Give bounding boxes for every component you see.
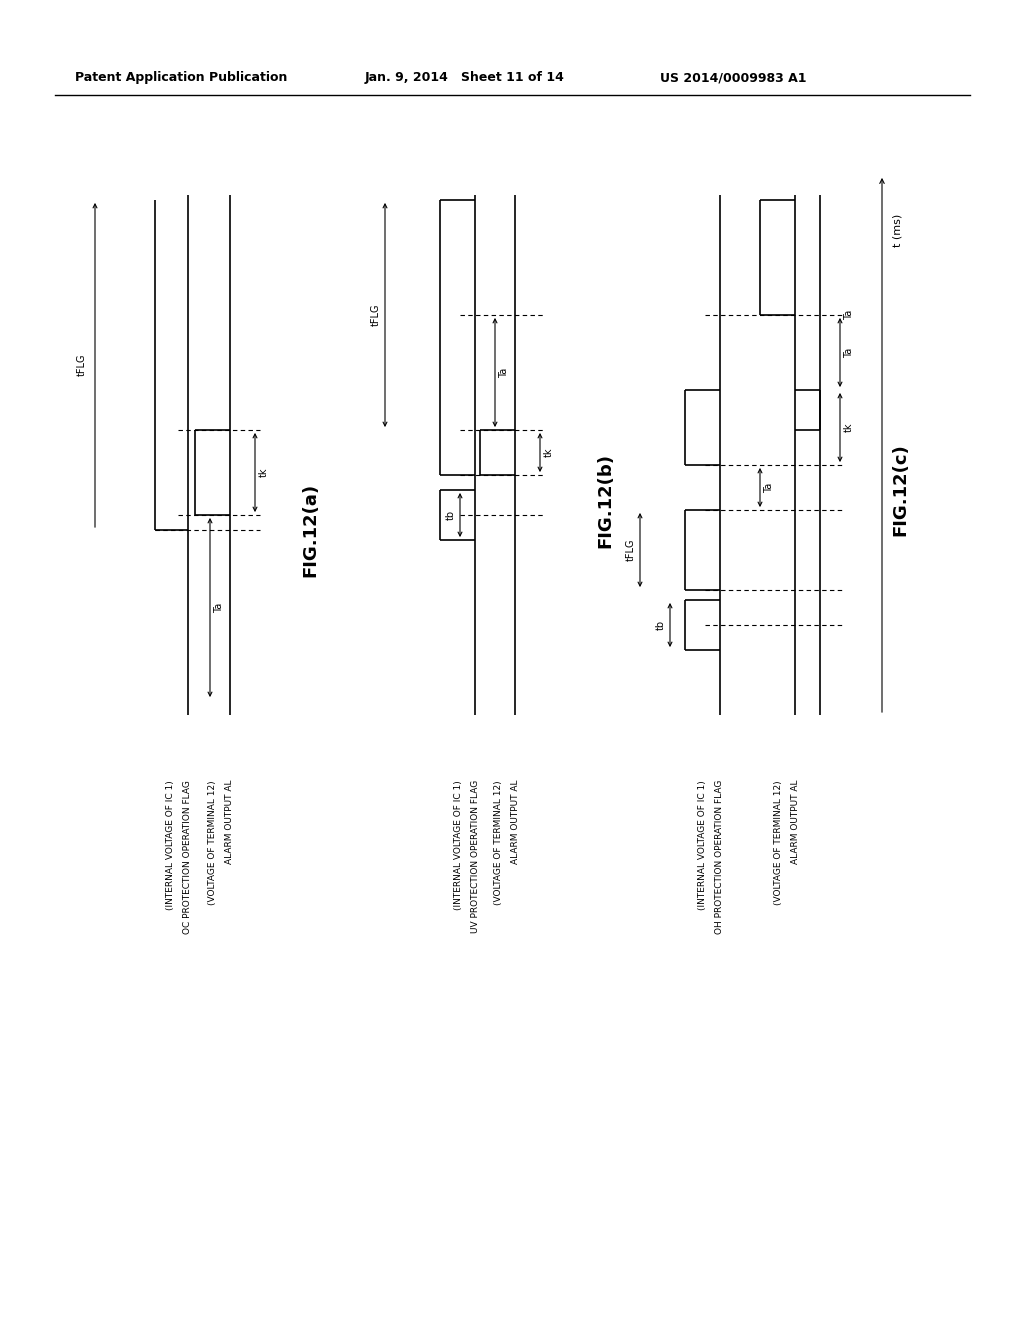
Text: (VOLTAGE OF TERMINAL 12): (VOLTAGE OF TERMINAL 12) bbox=[773, 780, 782, 904]
Text: tb: tb bbox=[656, 620, 666, 630]
Text: tFLG: tFLG bbox=[77, 354, 87, 376]
Text: FIG.12(a): FIG.12(a) bbox=[301, 483, 319, 577]
Text: tk: tk bbox=[544, 447, 554, 457]
Text: tk: tk bbox=[259, 467, 269, 478]
Text: ALARM OUTPUT AL: ALARM OUTPUT AL bbox=[511, 780, 519, 865]
Text: tFLG: tFLG bbox=[371, 304, 381, 326]
Text: FIG.12(b): FIG.12(b) bbox=[596, 453, 614, 548]
Text: ALARM OUTPUT AL: ALARM OUTPUT AL bbox=[791, 780, 800, 865]
Text: Patent Application Publication: Patent Application Publication bbox=[75, 71, 288, 84]
Text: Ta: Ta bbox=[499, 367, 509, 378]
Text: Ta: Ta bbox=[844, 310, 854, 321]
Text: UV PROTECTION OPERATION FLAG: UV PROTECTION OPERATION FLAG bbox=[470, 780, 479, 933]
Text: Ta: Ta bbox=[764, 482, 774, 492]
Text: tk: tk bbox=[844, 422, 854, 432]
Text: (INTERNAL VOLTAGE OF IC 1): (INTERNAL VOLTAGE OF IC 1) bbox=[454, 780, 463, 909]
Text: Ta: Ta bbox=[214, 602, 224, 612]
Text: Ta: Ta bbox=[844, 347, 854, 358]
Text: FIG.12(c): FIG.12(c) bbox=[891, 444, 909, 536]
Text: (INTERNAL VOLTAGE OF IC 1): (INTERNAL VOLTAGE OF IC 1) bbox=[698, 780, 708, 909]
Text: OC PROTECTION OPERATION FLAG: OC PROTECTION OPERATION FLAG bbox=[183, 780, 193, 933]
Text: (INTERNAL VOLTAGE OF IC 1): (INTERNAL VOLTAGE OF IC 1) bbox=[167, 780, 175, 909]
Text: (VOLTAGE OF TERMINAL 12): (VOLTAGE OF TERMINAL 12) bbox=[494, 780, 503, 904]
Text: US 2014/0009983 A1: US 2014/0009983 A1 bbox=[660, 71, 807, 84]
Text: OH PROTECTION OPERATION FLAG: OH PROTECTION OPERATION FLAG bbox=[716, 780, 725, 935]
Text: (VOLTAGE OF TERMINAL 12): (VOLTAGE OF TERMINAL 12) bbox=[209, 780, 217, 904]
Text: t (ms): t (ms) bbox=[893, 214, 903, 247]
Text: ALARM OUTPUT AL: ALARM OUTPUT AL bbox=[225, 780, 234, 865]
Text: Jan. 9, 2014   Sheet 11 of 14: Jan. 9, 2014 Sheet 11 of 14 bbox=[365, 71, 565, 84]
Text: tb: tb bbox=[446, 510, 456, 520]
Text: tFLG: tFLG bbox=[626, 539, 636, 561]
